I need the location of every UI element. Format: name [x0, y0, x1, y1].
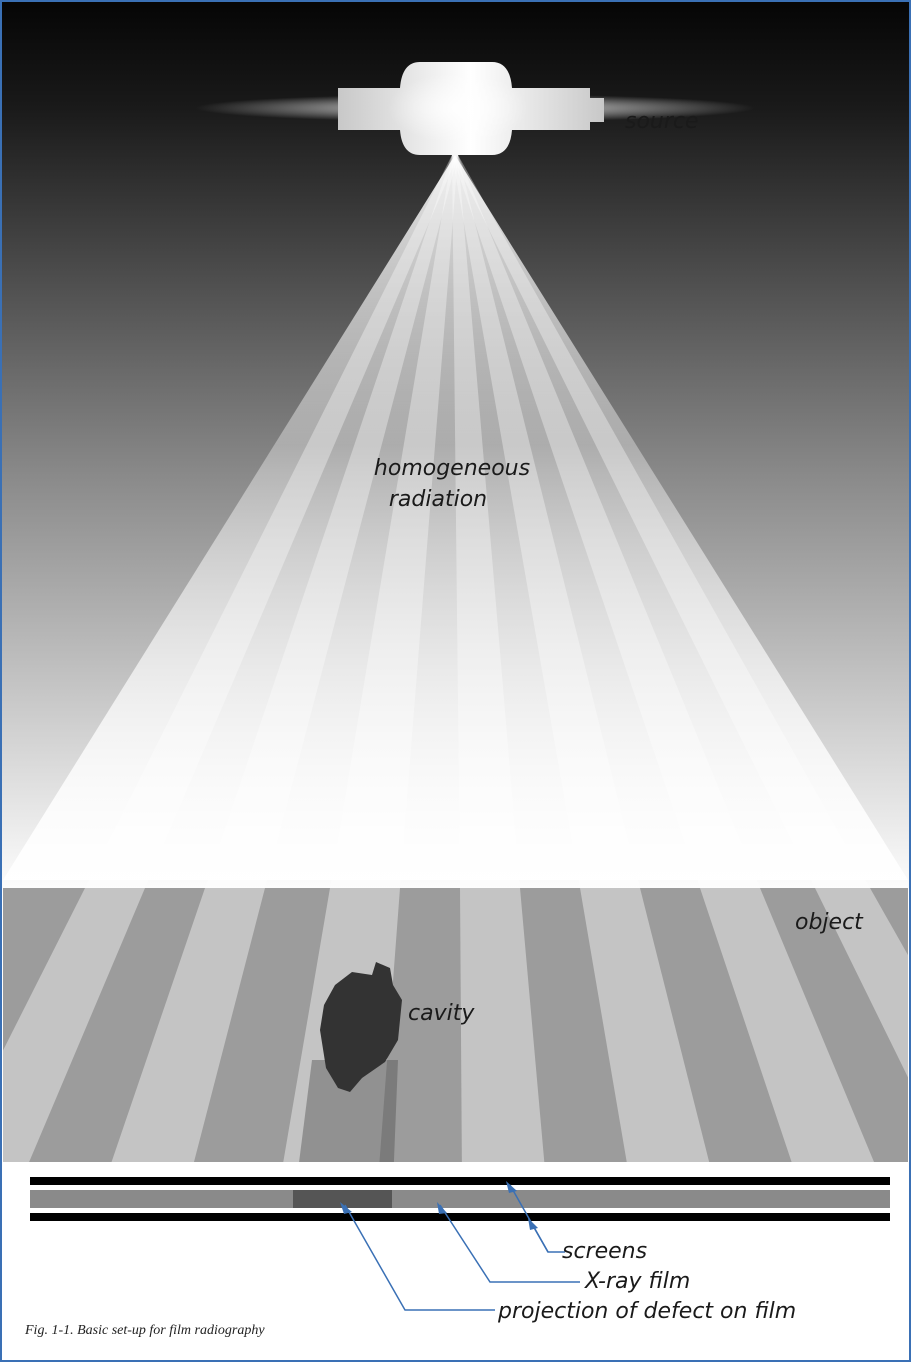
arrowhead — [437, 1202, 447, 1214]
ray — [330, 155, 458, 888]
ray — [85, 155, 458, 888]
source-glow — [388, 73, 528, 143]
stripe — [580, 888, 710, 1162]
arrowhead — [340, 1202, 352, 1214]
arrow — [344, 1204, 495, 1311]
label: screens — [562, 1239, 647, 1264]
label: X-ray film — [584, 1269, 690, 1294]
ray — [452, 155, 870, 888]
cavity — [320, 962, 402, 1092]
caption: Fig. 1-1. Basic set-up for film radiogra… — [24, 1323, 265, 1338]
label: cavity — [408, 1001, 475, 1026]
label: radiation — [389, 487, 487, 512]
defect-projection — [293, 1190, 392, 1208]
screen — [30, 1213, 890, 1221]
stripe — [3, 888, 145, 1162]
arrowhead — [506, 1181, 517, 1193]
ray — [452, 155, 760, 888]
film — [30, 1190, 890, 1208]
ray — [452, 155, 520, 888]
screen — [30, 1177, 890, 1185]
beam — [3, 155, 908, 880]
stripe — [815, 888, 908, 1078]
label: object — [795, 910, 864, 935]
label: projection of defect on film — [497, 1299, 796, 1324]
arrowhead — [528, 1218, 538, 1230]
ray — [452, 155, 640, 888]
label: homogeneous — [374, 456, 530, 481]
stripe — [460, 888, 545, 1162]
stripe — [700, 888, 875, 1162]
ray — [205, 155, 458, 888]
label: source — [625, 109, 699, 134]
rays — [85, 155, 870, 888]
arrow — [439, 1204, 580, 1283]
stripe — [111, 888, 265, 1162]
